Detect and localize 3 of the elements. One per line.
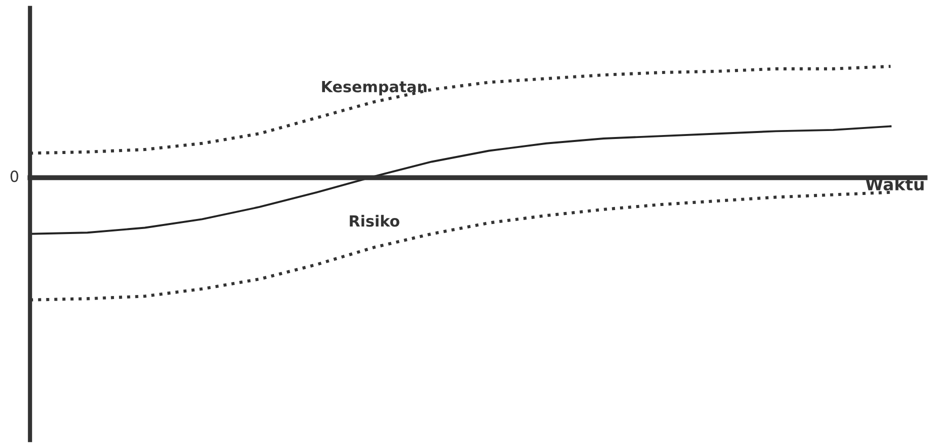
series-label: Kesempatan <box>322 81 427 96</box>
text: 0 <box>10 170 18 182</box>
series-label: Risiko <box>350 214 400 227</box>
